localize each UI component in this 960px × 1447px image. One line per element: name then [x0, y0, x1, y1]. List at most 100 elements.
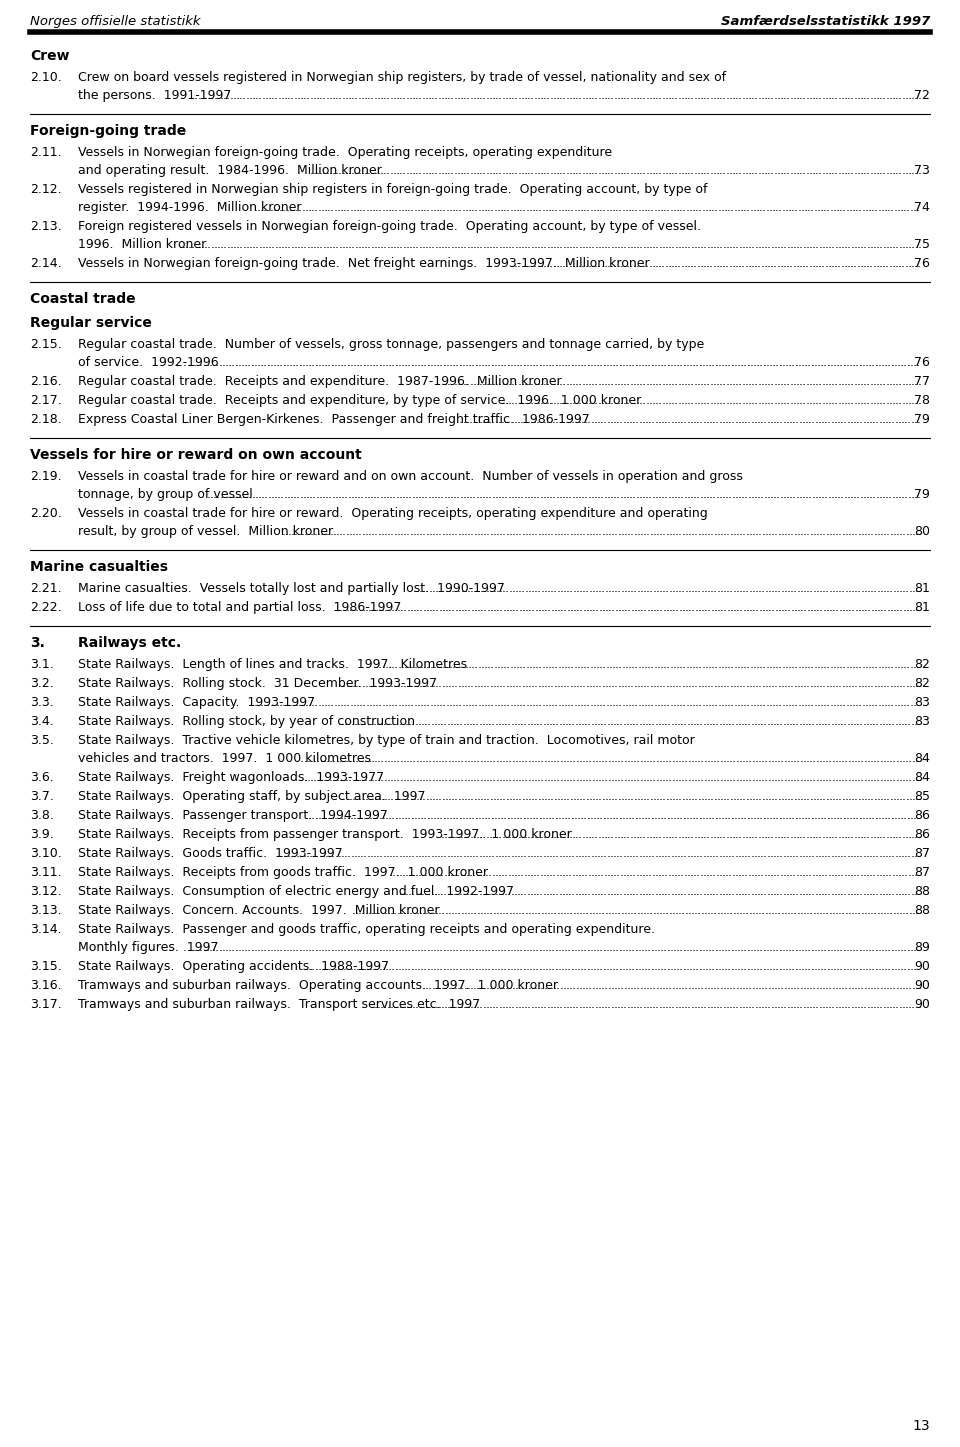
Text: .: .	[655, 412, 659, 425]
Text: .: .	[422, 677, 426, 690]
Text: .: .	[242, 237, 247, 250]
Text: .: .	[629, 846, 633, 860]
Text: .: .	[330, 356, 334, 369]
Text: .: .	[325, 90, 329, 101]
Text: .: .	[455, 959, 459, 972]
Text: .: .	[916, 959, 920, 972]
Text: .: .	[472, 164, 476, 177]
Text: .: .	[616, 752, 621, 765]
Text: .: .	[894, 846, 899, 860]
Text: .: .	[882, 164, 886, 177]
Text: .: .	[800, 980, 804, 993]
Text: .: .	[354, 164, 358, 177]
Text: .: .	[196, 356, 200, 369]
Text: .: .	[483, 790, 487, 803]
Text: .: .	[547, 677, 551, 690]
Text: .: .	[281, 525, 285, 538]
Text: .: .	[631, 959, 636, 972]
Text: .: .	[686, 375, 691, 388]
Text: .: .	[336, 525, 340, 538]
Text: .: .	[544, 696, 548, 709]
Text: .: .	[335, 164, 339, 177]
Text: .: .	[715, 375, 720, 388]
Text: .: .	[401, 715, 405, 728]
Text: .: .	[432, 696, 437, 709]
Text: .: .	[604, 904, 609, 917]
Text: .: .	[386, 488, 390, 501]
Text: .: .	[357, 488, 361, 501]
Text: .: .	[548, 959, 552, 972]
Text: .: .	[420, 886, 424, 899]
Text: .: .	[208, 941, 212, 954]
Text: .: .	[814, 846, 818, 860]
Text: .: .	[714, 696, 718, 709]
Text: .: .	[677, 488, 681, 501]
Text: .: .	[592, 959, 597, 972]
Text: .: .	[372, 601, 375, 614]
Text: .: .	[726, 980, 730, 993]
Text: .: .	[715, 394, 720, 407]
Text: .: .	[419, 164, 422, 177]
Text: .: .	[628, 658, 632, 671]
Text: .: .	[716, 980, 720, 993]
Text: .: .	[657, 356, 660, 369]
Text: .: .	[468, 488, 472, 501]
Text: .: .	[428, 980, 432, 993]
Text: .: .	[453, 164, 457, 177]
Text: .: .	[422, 790, 426, 803]
Text: .: .	[505, 980, 509, 993]
Text: .: .	[742, 582, 746, 595]
Text: .: .	[913, 356, 917, 369]
Text: .: .	[881, 412, 885, 425]
Text: .: .	[686, 846, 690, 860]
Text: .: .	[523, 828, 528, 841]
Text: .: .	[650, 696, 654, 709]
Text: .: .	[691, 201, 696, 214]
Text: .: .	[306, 90, 310, 101]
Text: .: .	[438, 582, 442, 595]
Text: .: .	[514, 488, 517, 501]
Text: .: .	[684, 90, 687, 101]
Text: .: .	[864, 525, 868, 538]
Text: .: .	[890, 941, 894, 954]
Text: .: .	[852, 601, 855, 614]
Text: .: .	[808, 412, 812, 425]
Text: .: .	[420, 865, 425, 878]
Text: .: .	[761, 904, 765, 917]
Text: .: .	[479, 998, 483, 1011]
Text: .: .	[295, 696, 299, 709]
Text: .: .	[490, 677, 493, 690]
Text: .: .	[669, 356, 673, 369]
Text: .: .	[314, 809, 318, 822]
Text: .: .	[686, 886, 690, 899]
Text: .: .	[799, 375, 803, 388]
Text: .: .	[901, 582, 906, 595]
Text: .: .	[408, 715, 412, 728]
Text: .: .	[223, 90, 227, 101]
Text: .: .	[385, 941, 389, 954]
Text: .: .	[897, 658, 900, 671]
Text: .: .	[363, 488, 367, 501]
Text: .: .	[393, 237, 396, 250]
Text: .: .	[594, 375, 598, 388]
Text: .: .	[721, 959, 725, 972]
Text: .: .	[570, 658, 574, 671]
Text: .: .	[518, 696, 523, 709]
Text: .: .	[543, 752, 547, 765]
Text: .: .	[524, 771, 528, 784]
Text: .: .	[747, 865, 752, 878]
Text: .: .	[682, 677, 685, 690]
Text: .: .	[918, 998, 922, 1011]
Text: .: .	[769, 715, 774, 728]
Text: .: .	[786, 258, 790, 271]
Text: .: .	[751, 488, 755, 501]
Text: .: .	[647, 696, 651, 709]
Text: .: .	[732, 488, 735, 501]
Text: .: .	[328, 771, 333, 784]
Text: Coastal trade: Coastal trade	[30, 292, 135, 305]
Text: .: .	[492, 601, 496, 614]
Text: .: .	[739, 658, 744, 671]
Text: .: .	[266, 941, 270, 954]
Text: .: .	[771, 980, 775, 993]
Text: .: .	[910, 865, 915, 878]
